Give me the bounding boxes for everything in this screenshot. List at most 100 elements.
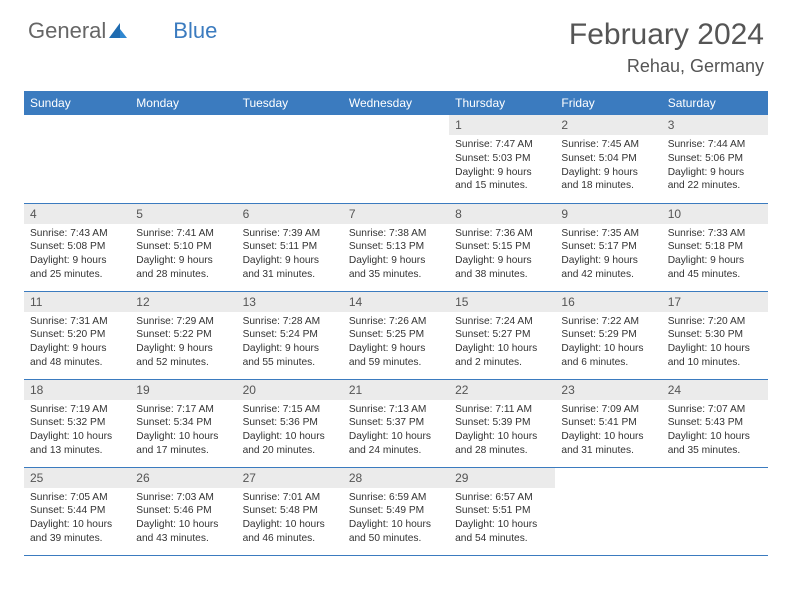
day-body: Sunrise: 7:31 AMSunset: 5:20 PMDaylight:…	[24, 312, 130, 374]
day-cell: 4Sunrise: 7:43 AMSunset: 5:08 PMDaylight…	[24, 203, 130, 291]
day-body: Sunrise: 7:28 AMSunset: 5:24 PMDaylight:…	[237, 312, 343, 374]
day-number: 4	[24, 204, 130, 224]
day-body: Sunrise: 7:38 AMSunset: 5:13 PMDaylight:…	[343, 224, 449, 286]
day-cell: 28Sunrise: 6:59 AMSunset: 5:49 PMDayligh…	[343, 467, 449, 555]
day-number: 22	[449, 380, 555, 400]
logo-text-a: General	[28, 18, 106, 44]
day-body: Sunrise: 7:11 AMSunset: 5:39 PMDaylight:…	[449, 400, 555, 462]
day-body: Sunrise: 7:09 AMSunset: 5:41 PMDaylight:…	[555, 400, 661, 462]
empty-cell	[555, 467, 661, 555]
empty-cell	[237, 115, 343, 203]
day-number: 17	[662, 292, 768, 312]
day-cell: 10Sunrise: 7:33 AMSunset: 5:18 PMDayligh…	[662, 203, 768, 291]
day-body: Sunrise: 7:19 AMSunset: 5:32 PMDaylight:…	[24, 400, 130, 462]
day-body: Sunrise: 6:59 AMSunset: 5:49 PMDaylight:…	[343, 488, 449, 550]
empty-cell	[130, 115, 236, 203]
day-cell: 16Sunrise: 7:22 AMSunset: 5:29 PMDayligh…	[555, 291, 661, 379]
weekday-header: Monday	[130, 91, 236, 115]
day-number: 25	[24, 468, 130, 488]
day-body: Sunrise: 7:47 AMSunset: 5:03 PMDaylight:…	[449, 135, 555, 197]
weekday-header: Thursday	[449, 91, 555, 115]
day-body: Sunrise: 7:44 AMSunset: 5:06 PMDaylight:…	[662, 135, 768, 197]
day-number: 14	[343, 292, 449, 312]
day-number: 11	[24, 292, 130, 312]
day-body: Sunrise: 7:33 AMSunset: 5:18 PMDaylight:…	[662, 224, 768, 286]
day-cell: 8Sunrise: 7:36 AMSunset: 5:15 PMDaylight…	[449, 203, 555, 291]
day-body: Sunrise: 7:26 AMSunset: 5:25 PMDaylight:…	[343, 312, 449, 374]
day-cell: 21Sunrise: 7:13 AMSunset: 5:37 PMDayligh…	[343, 379, 449, 467]
day-body: Sunrise: 7:15 AMSunset: 5:36 PMDaylight:…	[237, 400, 343, 462]
day-number: 10	[662, 204, 768, 224]
day-body: Sunrise: 7:01 AMSunset: 5:48 PMDaylight:…	[237, 488, 343, 550]
day-cell: 6Sunrise: 7:39 AMSunset: 5:11 PMDaylight…	[237, 203, 343, 291]
day-number: 9	[555, 204, 661, 224]
day-body: Sunrise: 7:07 AMSunset: 5:43 PMDaylight:…	[662, 400, 768, 462]
day-cell: 23Sunrise: 7:09 AMSunset: 5:41 PMDayligh…	[555, 379, 661, 467]
day-body: Sunrise: 7:29 AMSunset: 5:22 PMDaylight:…	[130, 312, 236, 374]
day-number: 19	[130, 380, 236, 400]
day-body: Sunrise: 7:22 AMSunset: 5:29 PMDaylight:…	[555, 312, 661, 374]
day-cell: 27Sunrise: 7:01 AMSunset: 5:48 PMDayligh…	[237, 467, 343, 555]
day-body: Sunrise: 7:43 AMSunset: 5:08 PMDaylight:…	[24, 224, 130, 286]
day-cell: 19Sunrise: 7:17 AMSunset: 5:34 PMDayligh…	[130, 379, 236, 467]
day-body: Sunrise: 7:45 AMSunset: 5:04 PMDaylight:…	[555, 135, 661, 197]
day-body: Sunrise: 7:24 AMSunset: 5:27 PMDaylight:…	[449, 312, 555, 374]
day-cell: 25Sunrise: 7:05 AMSunset: 5:44 PMDayligh…	[24, 467, 130, 555]
day-number: 20	[237, 380, 343, 400]
day-number: 1	[449, 115, 555, 135]
day-cell: 1Sunrise: 7:47 AMSunset: 5:03 PMDaylight…	[449, 115, 555, 203]
empty-cell	[343, 115, 449, 203]
day-body: Sunrise: 7:05 AMSunset: 5:44 PMDaylight:…	[24, 488, 130, 550]
day-number: 23	[555, 380, 661, 400]
day-number: 24	[662, 380, 768, 400]
empty-cell	[24, 115, 130, 203]
calendar-table: SundayMondayTuesdayWednesdayThursdayFrid…	[24, 91, 768, 556]
day-number: 29	[449, 468, 555, 488]
day-body: Sunrise: 7:39 AMSunset: 5:11 PMDaylight:…	[237, 224, 343, 286]
day-cell: 15Sunrise: 7:24 AMSunset: 5:27 PMDayligh…	[449, 291, 555, 379]
weekday-header: Sunday	[24, 91, 130, 115]
day-cell: 29Sunrise: 6:57 AMSunset: 5:51 PMDayligh…	[449, 467, 555, 555]
logo: General Blue	[28, 18, 217, 44]
day-body: Sunrise: 7:36 AMSunset: 5:15 PMDaylight:…	[449, 224, 555, 286]
weekday-header: Saturday	[662, 91, 768, 115]
weekday-header: Tuesday	[237, 91, 343, 115]
logo-text-b: Blue	[173, 18, 217, 44]
day-body: Sunrise: 7:20 AMSunset: 5:30 PMDaylight:…	[662, 312, 768, 374]
logo-icon	[108, 22, 128, 40]
day-number: 27	[237, 468, 343, 488]
day-cell: 26Sunrise: 7:03 AMSunset: 5:46 PMDayligh…	[130, 467, 236, 555]
day-number: 28	[343, 468, 449, 488]
weekday-header: Wednesday	[343, 91, 449, 115]
day-number: 12	[130, 292, 236, 312]
day-cell: 2Sunrise: 7:45 AMSunset: 5:04 PMDaylight…	[555, 115, 661, 203]
day-cell: 9Sunrise: 7:35 AMSunset: 5:17 PMDaylight…	[555, 203, 661, 291]
day-number: 13	[237, 292, 343, 312]
day-cell: 14Sunrise: 7:26 AMSunset: 5:25 PMDayligh…	[343, 291, 449, 379]
day-body: Sunrise: 6:57 AMSunset: 5:51 PMDaylight:…	[449, 488, 555, 550]
day-cell: 7Sunrise: 7:38 AMSunset: 5:13 PMDaylight…	[343, 203, 449, 291]
day-cell: 22Sunrise: 7:11 AMSunset: 5:39 PMDayligh…	[449, 379, 555, 467]
day-cell: 12Sunrise: 7:29 AMSunset: 5:22 PMDayligh…	[130, 291, 236, 379]
day-number: 7	[343, 204, 449, 224]
day-cell: 11Sunrise: 7:31 AMSunset: 5:20 PMDayligh…	[24, 291, 130, 379]
day-cell: 5Sunrise: 7:41 AMSunset: 5:10 PMDaylight…	[130, 203, 236, 291]
day-cell: 20Sunrise: 7:15 AMSunset: 5:36 PMDayligh…	[237, 379, 343, 467]
day-cell: 18Sunrise: 7:19 AMSunset: 5:32 PMDayligh…	[24, 379, 130, 467]
day-number: 5	[130, 204, 236, 224]
day-cell: 24Sunrise: 7:07 AMSunset: 5:43 PMDayligh…	[662, 379, 768, 467]
day-body: Sunrise: 7:41 AMSunset: 5:10 PMDaylight:…	[130, 224, 236, 286]
day-number: 2	[555, 115, 661, 135]
day-body: Sunrise: 7:03 AMSunset: 5:46 PMDaylight:…	[130, 488, 236, 550]
day-number: 15	[449, 292, 555, 312]
location-label: Rehau, Germany	[569, 56, 764, 77]
day-number: 21	[343, 380, 449, 400]
day-cell: 13Sunrise: 7:28 AMSunset: 5:24 PMDayligh…	[237, 291, 343, 379]
day-number: 6	[237, 204, 343, 224]
day-number: 8	[449, 204, 555, 224]
day-body: Sunrise: 7:17 AMSunset: 5:34 PMDaylight:…	[130, 400, 236, 462]
weekday-header: Friday	[555, 91, 661, 115]
day-number: 18	[24, 380, 130, 400]
empty-cell	[662, 467, 768, 555]
day-body: Sunrise: 7:13 AMSunset: 5:37 PMDaylight:…	[343, 400, 449, 462]
